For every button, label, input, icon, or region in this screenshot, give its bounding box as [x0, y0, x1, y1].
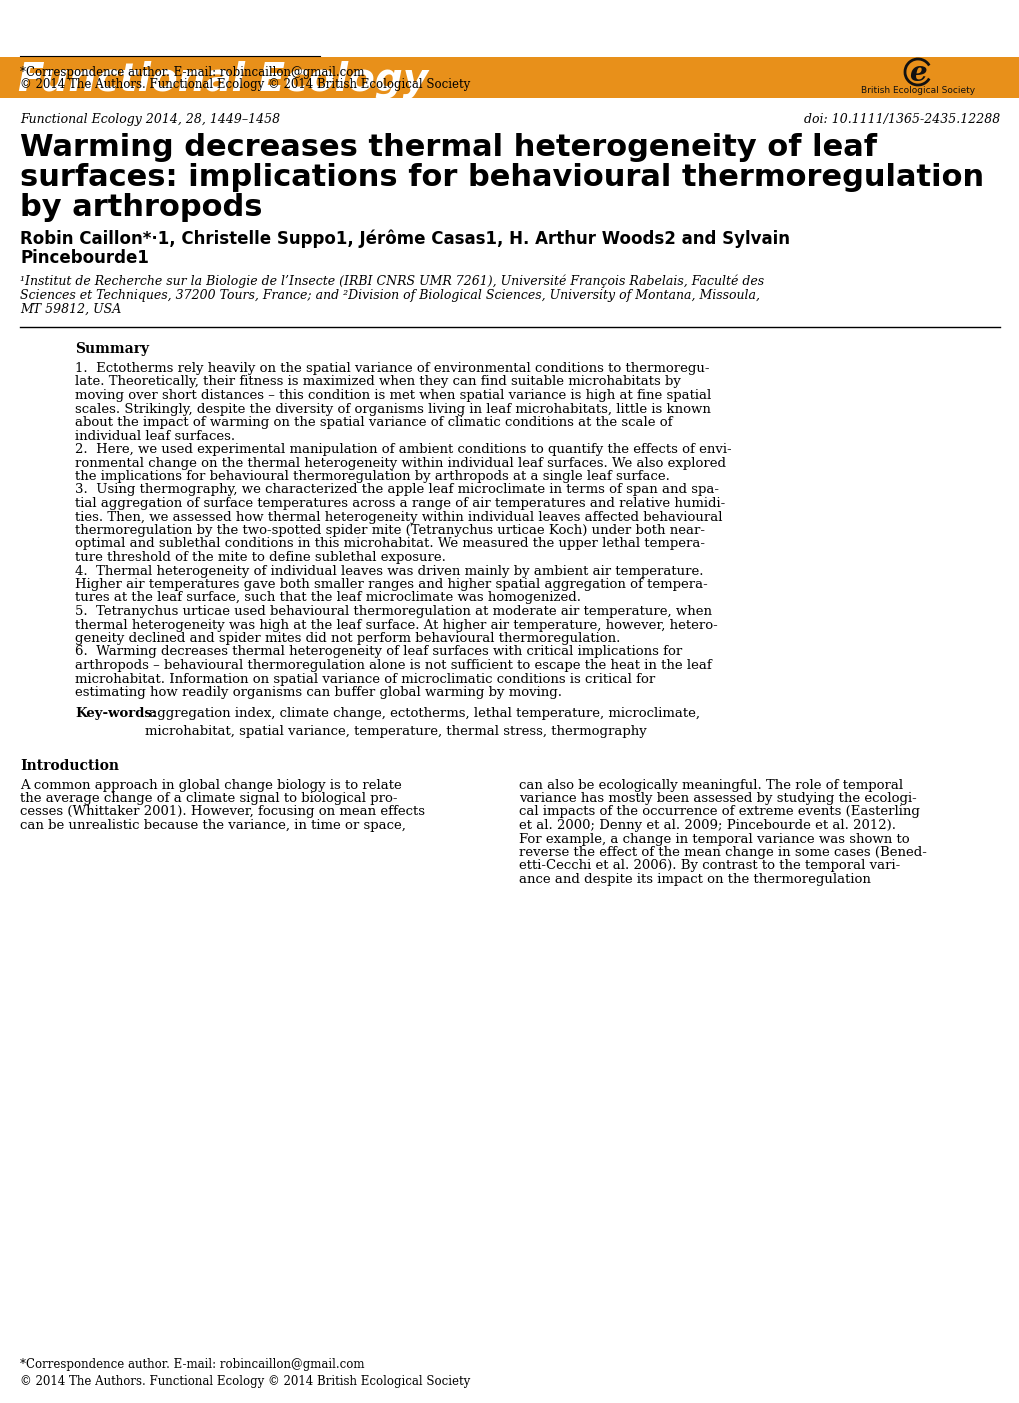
Text: 1.  Ectotherms rely heavily on the spatial variance of environmental conditions : 1. Ectotherms rely heavily on the spatia… — [75, 362, 709, 375]
Text: © 2014 The Authors. Functional Ecology © 2014 British Ecological Society: © 2014 The Authors. Functional Ecology ©… — [20, 1375, 470, 1388]
Text: geneity declined and spider mites did not perform behavioural thermoregulation.: geneity declined and spider mites did no… — [75, 631, 620, 645]
Text: *Correspondence author. E-mail: robincaillon@gmail.com: *Correspondence author. E-mail: robincai… — [20, 1358, 364, 1371]
Text: Key-words:: Key-words: — [75, 707, 157, 721]
Text: A common approach in global change biology is to relate: A common approach in global change biolo… — [20, 779, 401, 791]
Text: Introduction: Introduction — [20, 759, 119, 773]
Text: the average change of a climate signal to biological pro-: the average change of a climate signal t… — [20, 793, 397, 805]
Text: 3.  Using thermography, we characterized the apple leaf microclimate in terms of: 3. Using thermography, we characterized … — [75, 484, 718, 497]
Text: doi: 10.1111/1365-2435.12288: doi: 10.1111/1365-2435.12288 — [803, 114, 999, 126]
Text: e: e — [908, 60, 926, 87]
Text: © 2014 The Authors. Functional Ecology © 2014 British Ecological Society: © 2014 The Authors. Functional Ecology ©… — [20, 79, 470, 91]
Text: can be unrealistic because the variance, in time or space,: can be unrealistic because the variance,… — [20, 819, 406, 832]
Bar — [0, 58, 1019, 98]
Text: scales. Strikingly, despite the diversity of organisms living in leaf microhabit: scales. Strikingly, despite the diversit… — [75, 403, 710, 415]
Text: optimal and sublethal conditions in this microhabitat. We measured the upper let: optimal and sublethal conditions in this… — [75, 537, 704, 550]
Text: the implications for behavioural thermoregulation by arthropods at a single leaf: the implications for behavioural thermor… — [75, 470, 669, 483]
Text: about the impact of warming on the spatial variance of climatic conditions at th: about the impact of warming on the spati… — [75, 417, 672, 429]
Text: late. Theoretically, their fitness is maximized when they can find suitable micr: late. Theoretically, their fitness is ma… — [75, 376, 681, 389]
Text: variance has mostly been assessed by studying the ecologi-: variance has mostly been assessed by stu… — [519, 793, 916, 805]
Text: Higher air temperatures gave both smaller ranges and higher spatial aggregation : Higher air temperatures gave both smalle… — [75, 578, 707, 591]
Text: 4.  Thermal heterogeneity of individual leaves was driven mainly by ambient air : 4. Thermal heterogeneity of individual l… — [75, 564, 703, 578]
Text: ture threshold of the mite to define sublethal exposure.: ture threshold of the mite to define sub… — [75, 551, 445, 564]
Text: 5.  Tetranychus urticae used behavioural thermoregulation at moderate air temper: 5. Tetranychus urticae used behavioural … — [75, 605, 711, 617]
Text: Functional Ecology: Functional Ecology — [18, 60, 428, 100]
Text: Robin Caillon*·1, Christelle Suppo1, Jérôme Casas1, H. Arthur Woods2 and Sylvain: Robin Caillon*·1, Christelle Suppo1, Jér… — [20, 230, 790, 248]
Text: etti-Cecchi et al. 2006). By contrast to the temporal vari-: etti-Cecchi et al. 2006). By contrast to… — [519, 860, 900, 873]
Text: et al. 2000; Denny et al. 2009; Pincebourde et al. 2012).: et al. 2000; Denny et al. 2009; Pincebou… — [519, 819, 895, 832]
Text: by arthropods: by arthropods — [20, 194, 262, 222]
Text: tial aggregation of surface temperatures across a range of air temperatures and : tial aggregation of surface temperatures… — [75, 497, 725, 511]
Text: thermal heterogeneity was high at the leaf surface. At higher air temperature, h: thermal heterogeneity was high at the le… — [75, 619, 717, 631]
Text: Functional Ecology 2014, ​28​, 1449–1458: Functional Ecology 2014, ​28​, 1449–1458 — [20, 114, 280, 126]
Text: aggregation index, climate change, ectotherms, lethal temperature, microclimate,: aggregation index, climate change, ectot… — [145, 707, 699, 738]
Text: moving over short distances – this condition is met when spatial variance is hig: moving over short distances – this condi… — [75, 389, 710, 403]
Text: microhabitat. Information on spatial variance of microclimatic conditions is cri: microhabitat. Information on spatial var… — [75, 672, 654, 686]
Text: cal impacts of the occurrence of extreme events (Easterling: cal impacts of the occurrence of extreme… — [519, 805, 919, 818]
Text: tures at the leaf surface, such that the leaf microclimate was homogenized.: tures at the leaf surface, such that the… — [75, 592, 581, 605]
Text: 2.  Here, we used experimental manipulation of ambient conditions to quantify th: 2. Here, we used experimental manipulati… — [75, 443, 731, 456]
Text: Sciences et Techniques, 37200 Tours, France; and ²Division of Biological Science: Sciences et Techniques, 37200 Tours, Fra… — [20, 289, 759, 302]
Text: Pincebourde1: Pincebourde1 — [20, 248, 149, 267]
Text: can also be ecologically meaningful. The role of temporal: can also be ecologically meaningful. The… — [519, 779, 902, 791]
Text: British Ecological Society: British Ecological Society — [860, 86, 974, 95]
Text: estimating how readily organisms can buffer global warming by moving.: estimating how readily organisms can buf… — [75, 686, 561, 699]
Text: ronmental change on the thermal heterogeneity within individual leaf surfaces. W: ronmental change on the thermal heteroge… — [75, 456, 726, 470]
Text: reverse the effect of the mean change in some cases (Bened-: reverse the effect of the mean change in… — [519, 846, 926, 859]
Text: Summary: Summary — [75, 342, 149, 356]
Text: surfaces: implications for behavioural thermoregulation: surfaces: implications for behavioural t… — [20, 163, 983, 192]
Text: MT 59812, USA: MT 59812, USA — [20, 303, 121, 316]
Text: arthropods – behavioural thermoregulation alone is not sufficient to escape the : arthropods – behavioural thermoregulatio… — [75, 659, 711, 672]
Text: 6.  Warming decreases thermal heterogeneity of leaf surfaces with critical impli: 6. Warming decreases thermal heterogenei… — [75, 645, 682, 658]
Text: *Correspondence author. E-mail: robincaillon@gmail.com: *Correspondence author. E-mail: robincai… — [20, 66, 364, 79]
Text: ties. Then, we assessed how thermal heterogeneity within individual leaves affec: ties. Then, we assessed how thermal hete… — [75, 511, 721, 523]
Text: ¹Institut de Recherche sur la Biologie de l’Insecte (IRBI CNRS UMR 7261), Univer: ¹Institut de Recherche sur la Biologie d… — [20, 275, 763, 289]
Text: cesses (Whittaker 2001). However, focusing on mean effects: cesses (Whittaker 2001). However, focusi… — [20, 805, 425, 818]
Text: Warming decreases thermal heterogeneity of leaf: Warming decreases thermal heterogeneity … — [20, 133, 876, 161]
Text: thermoregulation by the two-spotted spider mite (Tetranychus urticae Koch) under: thermoregulation by the two-spotted spid… — [75, 523, 704, 537]
Text: ance and despite its impact on the thermoregulation: ance and despite its impact on the therm… — [519, 873, 870, 887]
Text: individual leaf surfaces.: individual leaf surfaces. — [75, 429, 235, 442]
Text: For example, a change in temporal variance was shown to: For example, a change in temporal varian… — [519, 832, 909, 846]
